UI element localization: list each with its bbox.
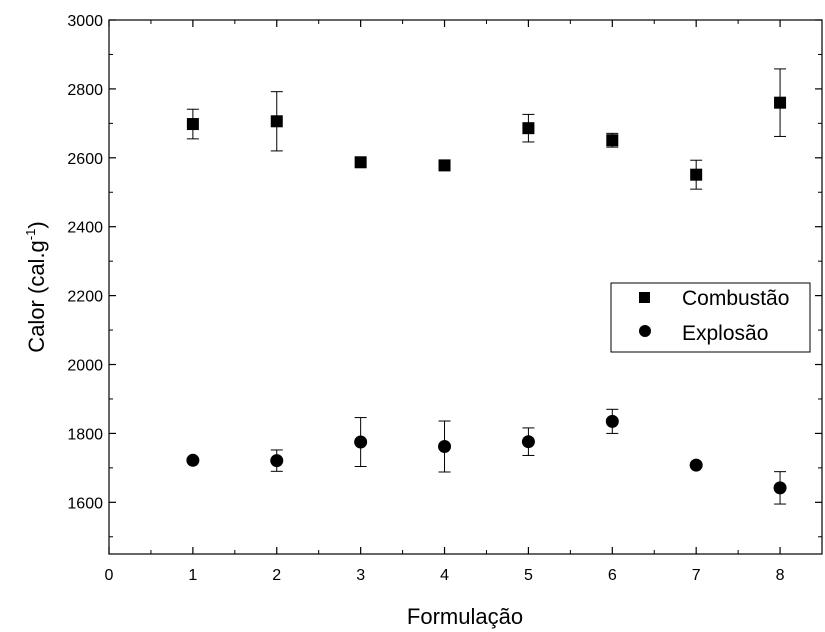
x-tick-label: 2: [272, 567, 281, 584]
y-tick-label: 2000: [67, 358, 103, 375]
x-tick-label: 7: [692, 567, 701, 584]
x-tick-label: 5: [524, 567, 533, 584]
data-point-combustao: [690, 168, 703, 181]
x-tick-label: 4: [440, 567, 449, 584]
data-point-explosao: [270, 454, 284, 468]
data-point-explosao: [354, 435, 368, 449]
y-tick-label: 2400: [67, 220, 103, 237]
y-tick-label: 2200: [67, 289, 103, 306]
data-point-combustao: [270, 115, 283, 128]
data-point-combustao: [522, 122, 535, 135]
data-point-explosao: [689, 458, 703, 472]
data-point-explosao: [521, 435, 535, 449]
y-tick-label: 2600: [67, 151, 103, 168]
y-tick-label: 3000: [67, 13, 103, 30]
legend-label-combustao: Combustão: [682, 287, 789, 310]
data-point-combustao: [606, 134, 619, 147]
x-tick-label: 6: [608, 567, 617, 584]
y-axis-title-close: ): [24, 221, 49, 228]
legend-marker-combustao: [639, 292, 650, 303]
y-axis-ticks: 1600 1800 2000 2200 2400 2600 2800 3000: [67, 13, 822, 538]
data-point-explosao: [773, 481, 787, 495]
x-tick-label: 8: [776, 567, 785, 584]
x-axis-title: Formulação: [407, 604, 523, 629]
x-tick-label: 3: [356, 567, 365, 584]
data-series: [186, 68, 787, 505]
x-tick-label: 1: [188, 567, 197, 584]
x-axis-ticks: 0 1 2 3 4 5 6 7 8: [105, 20, 785, 584]
legend-label-explosao: Explosão: [682, 322, 768, 345]
y-tick-label: 1600: [67, 495, 103, 512]
y-axis-title-superscript: -1: [23, 229, 38, 241]
data-point-combustao: [438, 159, 451, 172]
legend-marker-explosao: [639, 325, 651, 337]
y-tick-label: 2800: [67, 82, 103, 99]
data-point-explosao: [438, 440, 452, 454]
plot-frame: [108, 19, 823, 555]
data-point-combustao: [186, 118, 199, 131]
data-point-combustao: [354, 156, 367, 169]
y-axis-title-main: Calor (cal.g: [24, 240, 49, 352]
data-point-explosao: [605, 414, 619, 428]
data-point-combustao: [774, 96, 787, 109]
data-point-explosao: [186, 453, 200, 467]
x-tick-label: 0: [105, 567, 114, 584]
legend: Combustão Explosão: [610, 282, 811, 353]
y-axis-title: Calor (cal.g-1): [23, 221, 49, 352]
y-tick-label: 1800: [67, 426, 103, 443]
